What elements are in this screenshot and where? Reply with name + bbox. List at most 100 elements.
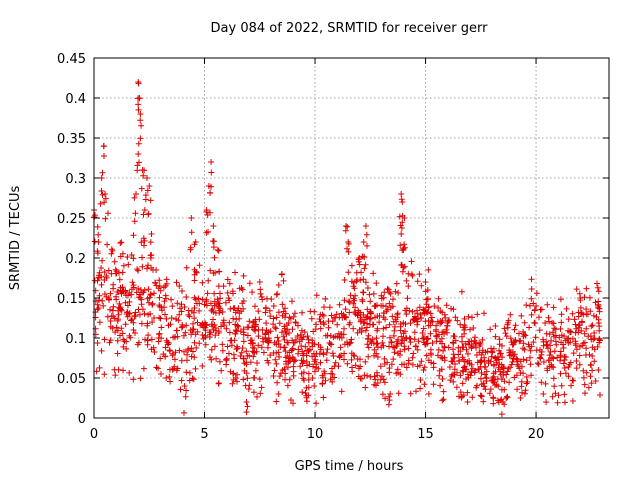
data-point xyxy=(210,223,217,229)
data-point xyxy=(113,324,120,331)
data-point xyxy=(577,297,584,304)
data-point xyxy=(124,313,131,320)
data-point xyxy=(565,373,572,380)
data-point xyxy=(450,346,456,353)
data-point xyxy=(99,257,106,264)
data-point xyxy=(101,336,108,343)
data-point xyxy=(386,300,393,307)
data-point xyxy=(466,360,473,367)
data-point xyxy=(357,356,363,363)
data-point xyxy=(101,269,108,275)
data-point xyxy=(440,396,447,403)
data-point xyxy=(374,325,381,332)
data-point xyxy=(361,254,368,260)
data-point xyxy=(422,279,429,285)
data-point xyxy=(290,339,297,346)
data-point xyxy=(240,326,247,333)
data-point xyxy=(288,347,295,354)
data-point xyxy=(591,358,598,365)
data-point xyxy=(275,349,282,356)
data-point xyxy=(319,381,326,387)
data-point xyxy=(138,122,145,129)
data-point xyxy=(473,339,480,346)
data-point xyxy=(589,353,596,359)
data-point xyxy=(252,327,259,334)
data-point xyxy=(226,350,232,357)
data-point xyxy=(135,80,142,87)
data-point xyxy=(363,231,370,238)
data-point xyxy=(405,357,412,364)
data-point xyxy=(429,318,436,325)
data-point xyxy=(136,291,143,298)
data-point xyxy=(367,298,374,305)
data-point xyxy=(435,346,442,353)
data-point xyxy=(373,280,380,287)
data-point xyxy=(569,377,576,384)
data-point xyxy=(299,360,306,367)
data-point xyxy=(577,304,584,311)
data-point xyxy=(136,159,142,166)
data-point xyxy=(365,353,372,360)
data-point xyxy=(402,328,408,335)
data-point xyxy=(183,294,190,300)
data-point xyxy=(500,364,506,370)
data-point xyxy=(227,305,234,312)
data-point xyxy=(190,320,196,327)
data-point xyxy=(558,311,565,318)
data-point xyxy=(408,258,415,265)
data-point xyxy=(442,314,449,321)
data-point xyxy=(102,195,109,202)
data-point xyxy=(240,376,247,383)
data-point xyxy=(519,389,525,396)
data-point xyxy=(389,313,396,320)
data-point xyxy=(274,334,281,341)
data-point xyxy=(380,325,387,332)
data-point xyxy=(449,358,456,365)
data-point xyxy=(190,348,196,355)
data-point xyxy=(106,339,113,346)
data-point xyxy=(511,326,518,333)
data-point xyxy=(523,302,530,309)
data-point xyxy=(94,277,101,284)
data-point xyxy=(414,278,421,285)
data-point xyxy=(595,367,602,373)
data-point xyxy=(597,392,603,398)
data-point xyxy=(331,363,338,370)
data-point xyxy=(424,335,431,342)
data-point xyxy=(140,172,147,179)
data-point xyxy=(217,295,224,302)
data-point xyxy=(111,315,118,322)
data-point xyxy=(105,295,112,301)
data-point xyxy=(523,374,530,380)
data-point xyxy=(144,337,151,344)
data-point xyxy=(392,316,399,323)
data-point xyxy=(469,314,475,321)
data-point xyxy=(244,353,251,359)
data-point xyxy=(140,211,147,218)
data-point xyxy=(372,376,379,383)
data-point xyxy=(370,270,377,277)
data-point xyxy=(423,352,430,359)
data-point xyxy=(169,303,176,310)
data-point xyxy=(196,262,203,269)
data-point xyxy=(523,357,530,364)
data-point xyxy=(424,287,431,293)
data-point xyxy=(464,399,471,405)
data-point xyxy=(558,382,565,389)
data-point xyxy=(511,351,518,358)
data-point xyxy=(117,306,124,313)
data-point xyxy=(409,272,416,279)
data-point xyxy=(116,300,123,307)
data-point xyxy=(528,311,535,318)
data-point xyxy=(588,323,595,330)
data-point xyxy=(222,299,229,306)
data-point xyxy=(562,370,569,377)
data-point xyxy=(478,393,485,400)
data-point xyxy=(254,393,260,400)
data-point xyxy=(311,383,318,389)
data-point xyxy=(202,332,209,339)
data-point xyxy=(286,376,293,383)
data-point xyxy=(199,332,206,338)
data-point xyxy=(374,380,381,386)
data-point xyxy=(528,295,535,302)
